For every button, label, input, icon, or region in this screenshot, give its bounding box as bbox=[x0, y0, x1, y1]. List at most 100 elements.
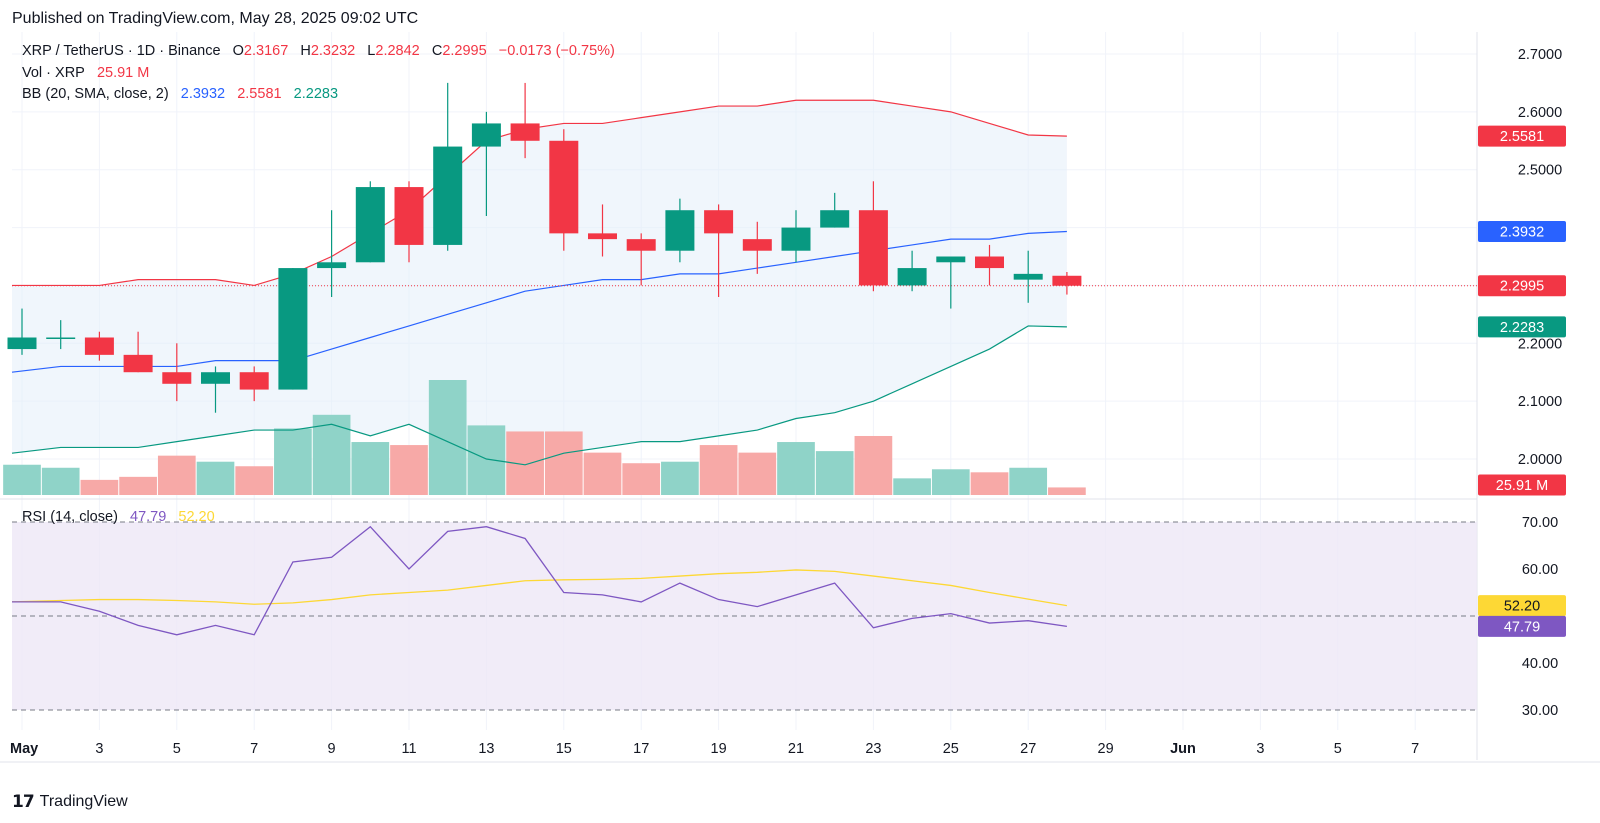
volume-bar bbox=[622, 463, 661, 495]
bb-lower-axis-label: 2.2283 bbox=[1500, 320, 1544, 336]
volume-bar bbox=[661, 461, 699, 495]
legend-bb: BB (20, SMA, close, 2) 2.3932 2.5581 2.2… bbox=[22, 86, 338, 102]
last-price-axis-label: 2.2995 bbox=[1500, 279, 1544, 295]
candle-body bbox=[239, 372, 269, 390]
bb-upper-axis-label: 2.5581 bbox=[1500, 129, 1544, 145]
candle-body bbox=[781, 227, 811, 251]
rsi-tick-label: 70.00 bbox=[1522, 515, 1558, 531]
legend-rsi-value: 47.79 bbox=[130, 509, 167, 525]
legend-bb-upper: 2.5581 bbox=[237, 86, 282, 102]
volume-bar bbox=[815, 451, 854, 495]
candles bbox=[7, 82, 1082, 413]
rsi-ma-axis-label: 52.20 bbox=[1504, 599, 1540, 615]
tradingview-brand-label: TradingView bbox=[39, 793, 128, 810]
legend-l-label: L bbox=[367, 43, 376, 59]
candle-body bbox=[975, 256, 1004, 269]
time-tick-label: 25 bbox=[943, 741, 959, 757]
time-tick-label: 3 bbox=[95, 741, 103, 757]
volume-bar bbox=[1048, 487, 1086, 495]
time-tick-label: 29 bbox=[1098, 741, 1114, 757]
time-tick-label: 13 bbox=[478, 741, 494, 757]
legend-rsi-label[interactable]: RSI (14, close) bbox=[22, 509, 118, 525]
bb-upper-line bbox=[12, 99, 1067, 287]
time-axis: May 3 5 7 9 11 13 15 17 19 21 23 25 27 29 Jun 3 5 7 bbox=[10, 741, 1419, 757]
candle-body bbox=[549, 140, 579, 234]
candle-body bbox=[355, 187, 385, 263]
legend-o-label: O bbox=[232, 43, 244, 59]
time-tick-label: Jun bbox=[1170, 741, 1196, 757]
candle-body bbox=[742, 239, 772, 251]
rsi-line bbox=[12, 525, 1067, 636]
volume-bar bbox=[196, 461, 235, 495]
bb-basis-line bbox=[11, 230, 1067, 373]
legend-h-value: 2.3232 bbox=[310, 43, 356, 59]
candle-body bbox=[936, 256, 966, 263]
volume-bar bbox=[699, 445, 738, 495]
volume-bar bbox=[235, 466, 274, 495]
legend-change: −0.0173 (−0.75%) bbox=[498, 43, 615, 59]
rsi-ma-axis-label-box bbox=[1478, 595, 1566, 617]
volume-bars bbox=[3, 380, 1086, 495]
legend-l-value: 2.2842 bbox=[375, 43, 420, 59]
legend-c-value: 2.2995 bbox=[442, 43, 487, 59]
volume-bar bbox=[777, 442, 815, 495]
candle-body bbox=[626, 239, 656, 251]
time-tick-label: 27 bbox=[1020, 741, 1036, 757]
legend-o-value: 2.3167 bbox=[243, 43, 289, 59]
volume-bar bbox=[274, 428, 312, 495]
legend-vol-label[interactable]: Vol · XRP bbox=[22, 65, 85, 81]
candle-body bbox=[471, 123, 501, 147]
legend-rsi-ma: 52.20 bbox=[178, 509, 215, 525]
time-tick-label: 7 bbox=[250, 741, 258, 757]
time-tick-label: 3 bbox=[1256, 741, 1264, 757]
price-axis: 2.70002.60002.50002.40002.30002.20002.10… bbox=[1518, 47, 1562, 468]
volume-bar bbox=[583, 452, 622, 495]
bb-basis-axis-label: 2.3932 bbox=[1500, 225, 1544, 241]
legend-c-label: C bbox=[431, 43, 443, 59]
volume-bar bbox=[157, 455, 196, 495]
volume-bar bbox=[351, 442, 390, 495]
candle-body bbox=[84, 337, 114, 355]
rsi-axis-label: 47.79 bbox=[1504, 619, 1540, 635]
time-tick-label: 17 bbox=[633, 741, 649, 757]
legend-vol-value: 25.91 M bbox=[96, 65, 150, 81]
volume-bar bbox=[390, 445, 428, 495]
bb-lower-axis-label-box bbox=[1478, 316, 1566, 338]
candle-body bbox=[317, 262, 347, 269]
legend-bb-lower: 2.2283 bbox=[293, 86, 339, 102]
price-tick-label: 2.1000 bbox=[1518, 394, 1562, 410]
legend-symbol[interactable]: XRP / TetherUS · 1D · Binance bbox=[22, 43, 221, 59]
legend-main: XRP / TetherUS · 1D · Binance O2.3167 H2… bbox=[22, 43, 615, 59]
candle-body bbox=[588, 233, 617, 240]
published-header: Published on TradingView.com, May 28, 20… bbox=[12, 10, 419, 27]
volume-bar bbox=[80, 479, 119, 495]
volume-bar bbox=[544, 431, 583, 495]
volume-bar bbox=[119, 476, 157, 495]
rsi-tick-label: 60.00 bbox=[1522, 562, 1558, 578]
candle-body bbox=[858, 210, 888, 286]
tradingview-logo-icon: 𝟭𝟳 bbox=[12, 792, 35, 812]
time-tick-label: May bbox=[10, 741, 38, 757]
candle-body bbox=[162, 372, 192, 384]
time-tick-label: 23 bbox=[865, 741, 881, 757]
candle-body bbox=[278, 268, 308, 390]
candle-body bbox=[510, 123, 540, 141]
rsi-axis-label-box bbox=[1478, 615, 1566, 637]
time-tick-label: 7 bbox=[1411, 741, 1419, 757]
tradingview-brand[interactable]: 𝟭𝟳 TradingView bbox=[12, 792, 128, 812]
bb-upper-axis-label-box bbox=[1478, 125, 1566, 147]
time-tick-label: 11 bbox=[401, 741, 416, 757]
legend-bb-label[interactable]: BB (20, SMA, close, 2) bbox=[22, 86, 169, 102]
volume-bar bbox=[3, 464, 41, 495]
volume-bar bbox=[893, 478, 931, 495]
candle-body bbox=[820, 210, 850, 228]
bb-basis-axis-label-box bbox=[1478, 221, 1566, 243]
price-tick-label: 2.2000 bbox=[1518, 336, 1562, 352]
bb-lower-line bbox=[11, 325, 1067, 466]
candle-body bbox=[46, 337, 76, 339]
price-tick-label: 2.5000 bbox=[1518, 163, 1562, 179]
rsi-ma-line bbox=[11, 569, 1068, 607]
volume-axis-label-box bbox=[1478, 474, 1566, 496]
volume-bar bbox=[1009, 467, 1048, 495]
